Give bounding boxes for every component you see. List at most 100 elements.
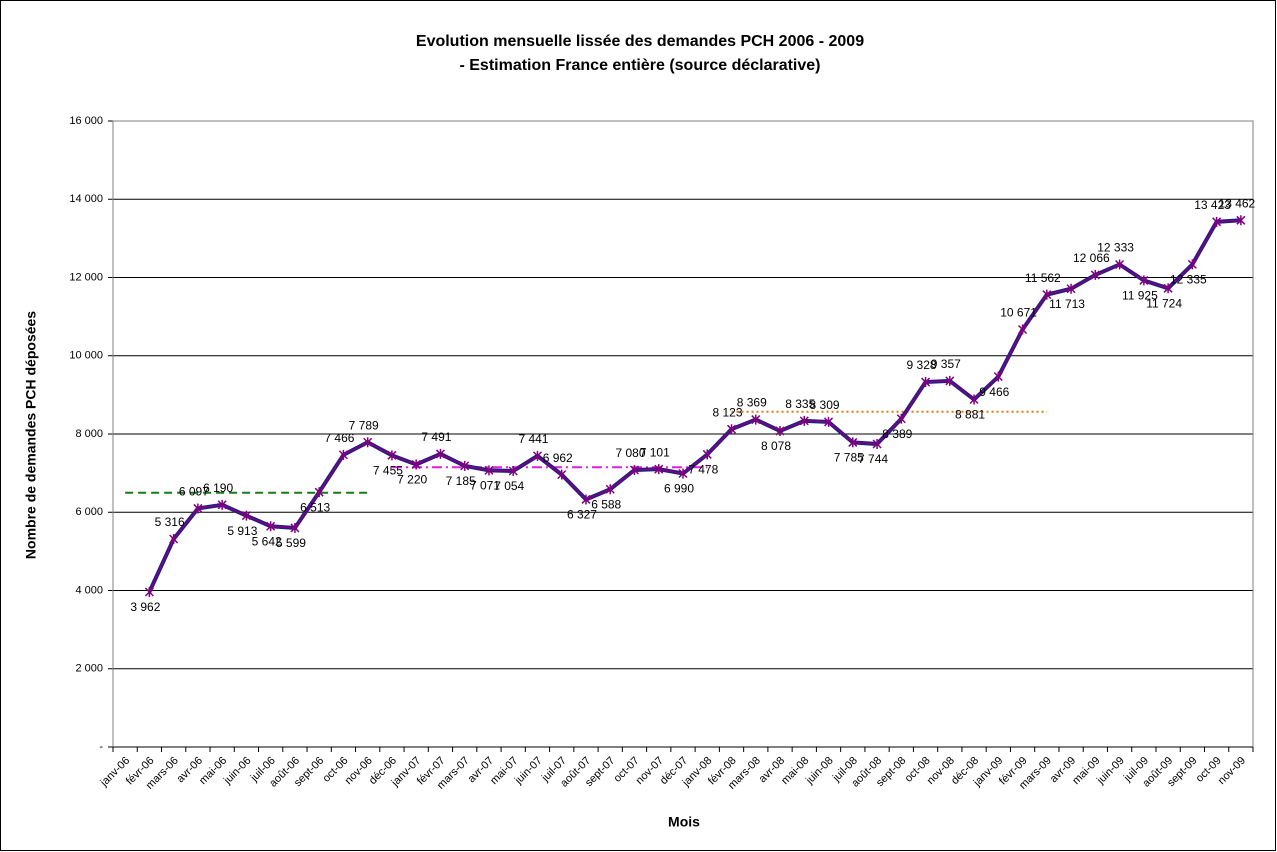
marker bbox=[848, 437, 858, 448]
y-tick-label: 4 000 bbox=[75, 584, 103, 596]
y-tick-label: 10 000 bbox=[69, 350, 103, 362]
marker bbox=[726, 424, 737, 435]
data-label: 7 789 bbox=[349, 418, 379, 432]
data-label: 7 071 bbox=[470, 479, 500, 493]
data-label: 7 466 bbox=[324, 431, 354, 445]
data-label: 12 333 bbox=[1097, 241, 1134, 255]
marker bbox=[338, 449, 348, 460]
marker bbox=[1090, 269, 1100, 280]
x-axis-label: Mois bbox=[668, 814, 700, 830]
data-label: 11 713 bbox=[1049, 297, 1085, 311]
marker bbox=[460, 460, 470, 471]
marker bbox=[581, 494, 591, 505]
data-label: 13 462 bbox=[1219, 196, 1256, 210]
marker bbox=[290, 522, 300, 533]
marker bbox=[1212, 216, 1222, 227]
data-label: 6 327 bbox=[567, 508, 597, 522]
marker bbox=[751, 414, 761, 425]
data-label: 8 335 bbox=[785, 397, 815, 411]
data-label: 9 466 bbox=[979, 385, 1009, 399]
marker bbox=[193, 503, 203, 514]
marker bbox=[144, 586, 154, 597]
data-label: 8 881 bbox=[955, 408, 985, 422]
line-overlay bbox=[148, 219, 1241, 593]
y-axis-label: Nombre de demandes PCH déposées bbox=[23, 311, 39, 559]
data-label: 7 478 bbox=[688, 463, 718, 477]
marker bbox=[1066, 283, 1076, 294]
marker bbox=[678, 468, 688, 479]
data-label: 6 097 bbox=[179, 485, 209, 499]
marker bbox=[387, 450, 397, 461]
data-label: 8 389 bbox=[882, 427, 912, 441]
marker bbox=[702, 449, 712, 460]
marker bbox=[532, 450, 542, 461]
data-label: 6 190 bbox=[203, 481, 233, 495]
data-label: 6 962 bbox=[543, 451, 573, 465]
data-label: 5 599 bbox=[276, 536, 306, 550]
data-label: 8 369 bbox=[737, 396, 767, 410]
y-tick-label: 8 000 bbox=[75, 428, 103, 440]
marker bbox=[435, 448, 445, 459]
marker bbox=[1163, 283, 1173, 294]
data-label: 9 328 bbox=[907, 358, 937, 372]
marker bbox=[1139, 275, 1149, 286]
marker bbox=[605, 484, 615, 495]
data-label: 7 455 bbox=[373, 463, 403, 477]
data-label: 7 220 bbox=[397, 473, 427, 487]
data-label: 11 724 bbox=[1146, 296, 1182, 310]
y-tick-label: 16 000 bbox=[69, 115, 103, 127]
data-label: 7 080 bbox=[615, 446, 645, 460]
data-label: 13 423 bbox=[1194, 198, 1231, 212]
marker bbox=[266, 521, 276, 532]
data-label: 8 309 bbox=[810, 398, 840, 412]
marker bbox=[654, 464, 664, 475]
chart-title: Evolution mensuelle lissée des demandes … bbox=[416, 33, 864, 50]
marker bbox=[1018, 324, 1028, 335]
data-label: 12 335 bbox=[1170, 273, 1207, 287]
y-tick-label: 2 000 bbox=[75, 663, 103, 675]
marker bbox=[1187, 259, 1197, 270]
marker bbox=[508, 466, 518, 477]
marker bbox=[824, 416, 834, 427]
y-tick-label: 14 000 bbox=[69, 193, 103, 205]
marker bbox=[169, 534, 179, 545]
data-label: 3 962 bbox=[130, 600, 160, 614]
marker bbox=[872, 439, 882, 450]
data-label: 5 316 bbox=[155, 515, 185, 529]
marker bbox=[799, 415, 809, 426]
marker bbox=[896, 413, 906, 424]
chart-subtitle: - Estimation France entière (source décl… bbox=[459, 57, 820, 74]
y-tick-label: 12 000 bbox=[69, 271, 103, 283]
data-label: 11 562 bbox=[1025, 271, 1061, 285]
data-label: 5 913 bbox=[227, 524, 257, 538]
data-label: 10 671 bbox=[1000, 306, 1037, 320]
data-label: 8 078 bbox=[761, 439, 791, 453]
marker bbox=[969, 394, 979, 405]
data-label: 9 357 bbox=[931, 357, 961, 371]
marker bbox=[945, 375, 955, 386]
marker bbox=[993, 371, 1003, 382]
data-label: 7 785 bbox=[834, 451, 864, 465]
marker bbox=[1042, 289, 1052, 300]
marker bbox=[484, 465, 494, 476]
data-label: 7 744 bbox=[858, 452, 888, 466]
data-label: 8 123 bbox=[712, 405, 742, 419]
marker bbox=[1236, 215, 1246, 226]
marker bbox=[363, 437, 373, 448]
y-tick-label: - bbox=[99, 741, 103, 753]
marker bbox=[241, 510, 251, 521]
marker bbox=[411, 459, 421, 470]
data-label: 12 066 bbox=[1073, 251, 1110, 265]
data-label: 7 441 bbox=[518, 432, 548, 446]
marker bbox=[557, 469, 567, 480]
data-label: 7 054 bbox=[494, 479, 524, 493]
data-label: 7 185 bbox=[446, 474, 476, 488]
y-tick-label: 6 000 bbox=[75, 506, 103, 518]
marker bbox=[629, 464, 640, 475]
data-label: 6 513 bbox=[300, 500, 330, 514]
marker bbox=[775, 425, 785, 436]
data-label: 7 491 bbox=[421, 430, 451, 444]
data-label: 7 101 bbox=[640, 445, 670, 459]
